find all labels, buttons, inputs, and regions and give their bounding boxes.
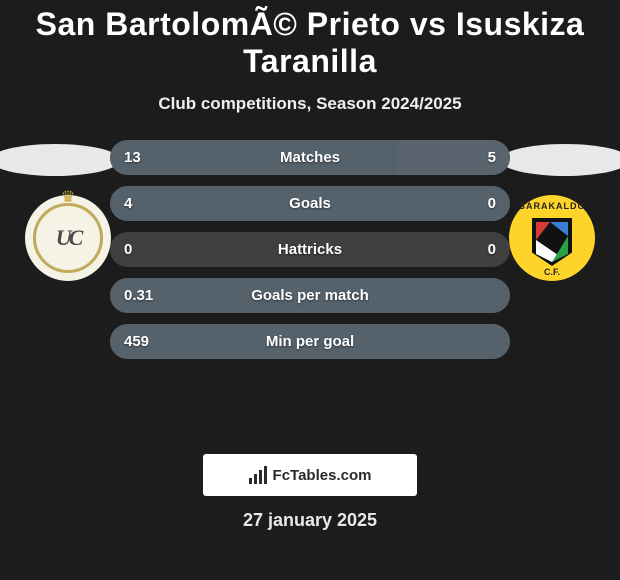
stat-row: Matches13 5 (110, 140, 510, 175)
right-ellipse-deco (500, 144, 620, 176)
page-subtitle: Club competitions, Season 2024/2025 (0, 94, 620, 114)
left-club-crest: ♛ UC (18, 188, 118, 288)
stat-row: Hattricks0 0 (110, 232, 510, 267)
brand-text: FcTables.com (273, 467, 372, 484)
bar-chart-icon (249, 466, 267, 484)
footer-date: 27 january 2025 (0, 510, 620, 531)
stats-stage: ♛ UC BARAKALDO C.F. Matches135Goals40Hat… (0, 114, 620, 454)
stat-metric-label: Goals (110, 186, 510, 221)
stat-metric-label: Matches (110, 140, 510, 175)
stat-metric-label: Hattricks (110, 232, 510, 267)
stat-left-value: 4 (124, 186, 132, 221)
stat-metric-label: Goals per match (110, 278, 510, 313)
page-title: San BartolomÃ© Prieto vs Isuskiza Tarani… (0, 0, 620, 80)
stats-rows: Matches135Goals40Hattricks00Goals per ma… (110, 140, 510, 359)
stat-right-value: 0 (488, 186, 496, 221)
stat-right-value: 0 (488, 232, 496, 267)
stat-row: Goals4 0 (110, 186, 510, 221)
left-ellipse-deco (0, 144, 120, 176)
brand-box: FcTables.com (203, 454, 417, 496)
stat-row: Goals per match0.31 (110, 278, 510, 313)
right-club-crest: BARAKALDO C.F. (502, 188, 602, 288)
stat-metric-label: Min per goal (110, 324, 510, 359)
stat-left-value: 13 (124, 140, 141, 175)
stat-left-value: 459 (124, 324, 149, 359)
stat-row: Min per goal459 (110, 324, 510, 359)
stat-left-value: 0 (124, 232, 132, 267)
stat-left-value: 0.31 (124, 278, 153, 313)
stat-right-value: 5 (488, 140, 496, 175)
